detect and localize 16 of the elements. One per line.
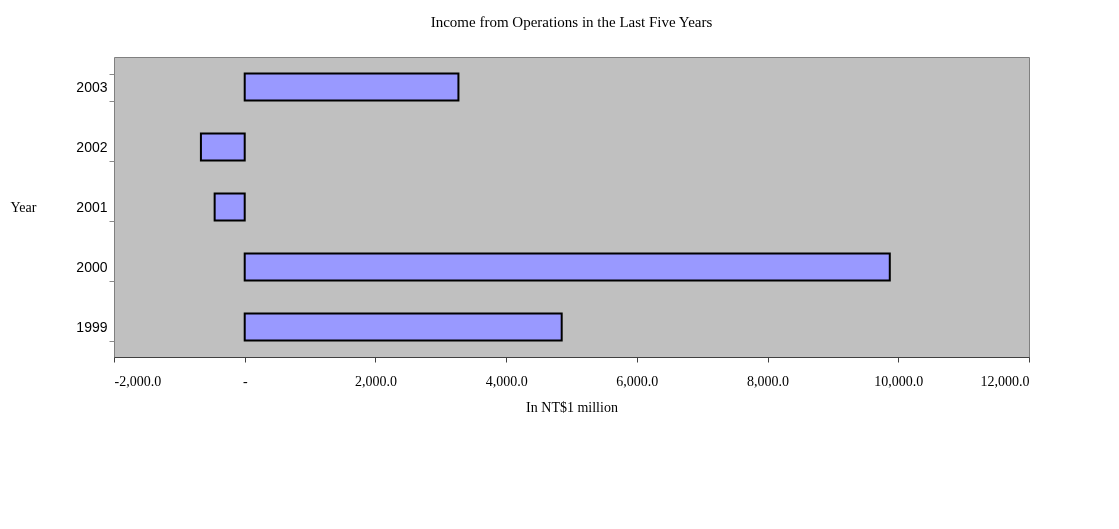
x-tick-label: 2,000.0 bbox=[354, 373, 397, 389]
y-tick-label: 2001 bbox=[76, 198, 108, 215]
chart-title: Income from Operations in the Last Five Years bbox=[430, 14, 713, 30]
x-tick-label: 10,000.0 bbox=[874, 373, 924, 389]
x-tick-label: - bbox=[242, 373, 248, 389]
y-tick-label: 2000 bbox=[76, 258, 108, 275]
y-tick-label: 2002 bbox=[76, 138, 108, 155]
x-tick-label: 12,000.0 bbox=[980, 373, 1030, 389]
y-tick-label: 2003 bbox=[76, 78, 108, 95]
x-axis-title: In NT$1 million bbox=[526, 399, 618, 415]
y-axis-title: Year bbox=[10, 199, 37, 215]
y-tick-label: 1999 bbox=[76, 318, 108, 335]
x-tick-label: -2,000.0 bbox=[114, 373, 162, 389]
x-tick-label: 6,000.0 bbox=[616, 373, 659, 389]
x-tick-label: 8,000.0 bbox=[747, 373, 790, 389]
x-tick-label: 4,000.0 bbox=[485, 373, 528, 389]
